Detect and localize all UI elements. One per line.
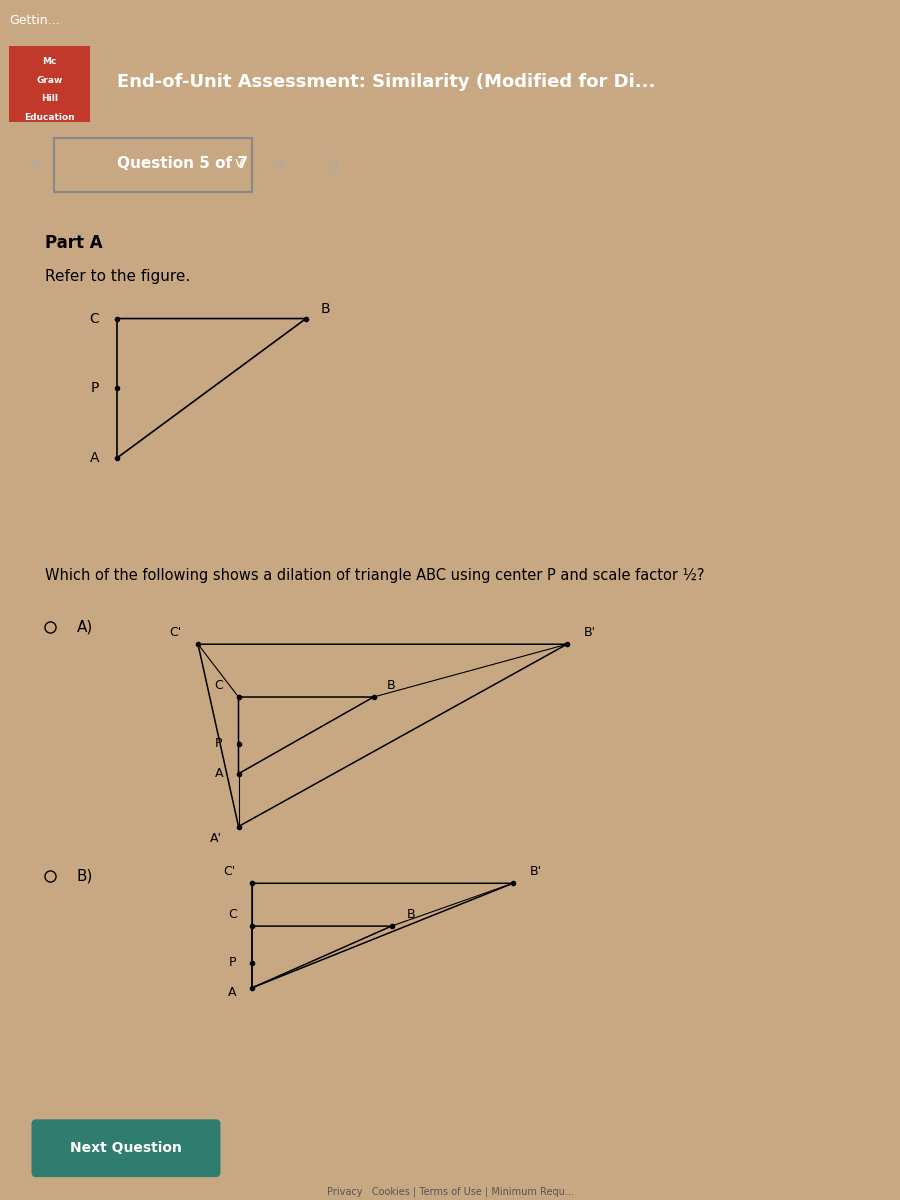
Text: ▯: ▯ [328, 156, 338, 174]
Text: C': C' [223, 865, 236, 878]
Text: Question 5 of 7: Question 5 of 7 [117, 156, 248, 170]
Text: A: A [228, 986, 237, 1000]
Text: A': A' [210, 832, 222, 845]
Text: End-of-Unit Assessment: Similarity (Modified for Di...: End-of-Unit Assessment: Similarity (Modi… [117, 73, 655, 91]
Text: C: C [228, 907, 237, 920]
Text: Which of the following shows a dilation of triangle ABC using center P and scale: Which of the following shows a dilation … [45, 568, 705, 582]
Text: B': B' [529, 865, 542, 878]
Text: Next Question: Next Question [70, 1141, 182, 1156]
Text: C: C [214, 678, 223, 691]
Text: v: v [234, 156, 243, 170]
Text: A): A) [76, 619, 93, 635]
Text: Gettin...: Gettin... [9, 14, 59, 28]
Text: P: P [90, 382, 99, 395]
Text: B': B' [583, 625, 596, 638]
Text: B): B) [76, 869, 93, 883]
Text: P: P [229, 956, 236, 970]
Text: <: < [28, 156, 44, 174]
Text: >: > [271, 156, 287, 174]
Text: B: B [321, 301, 330, 316]
Text: P: P [215, 737, 222, 750]
Text: Part A: Part A [45, 234, 103, 252]
Text: Education: Education [24, 113, 75, 121]
Text: Mc: Mc [42, 58, 57, 66]
Text: A: A [90, 451, 99, 464]
Text: B: B [407, 907, 416, 920]
Text: Hill: Hill [41, 94, 58, 103]
Text: Graw: Graw [36, 76, 63, 84]
FancyBboxPatch shape [32, 1120, 220, 1177]
Text: B: B [387, 678, 396, 691]
Text: Refer to the figure.: Refer to the figure. [45, 269, 190, 283]
Bar [9, 46, 90, 121]
Text: Privacy   Cookies | Terms of Use | Minimum Requ...: Privacy Cookies | Terms of Use | Minimum… [327, 1187, 573, 1198]
Bar [54, 138, 252, 192]
Text: C': C' [169, 625, 182, 638]
Text: C: C [90, 312, 99, 325]
Text: A: A [214, 767, 223, 780]
